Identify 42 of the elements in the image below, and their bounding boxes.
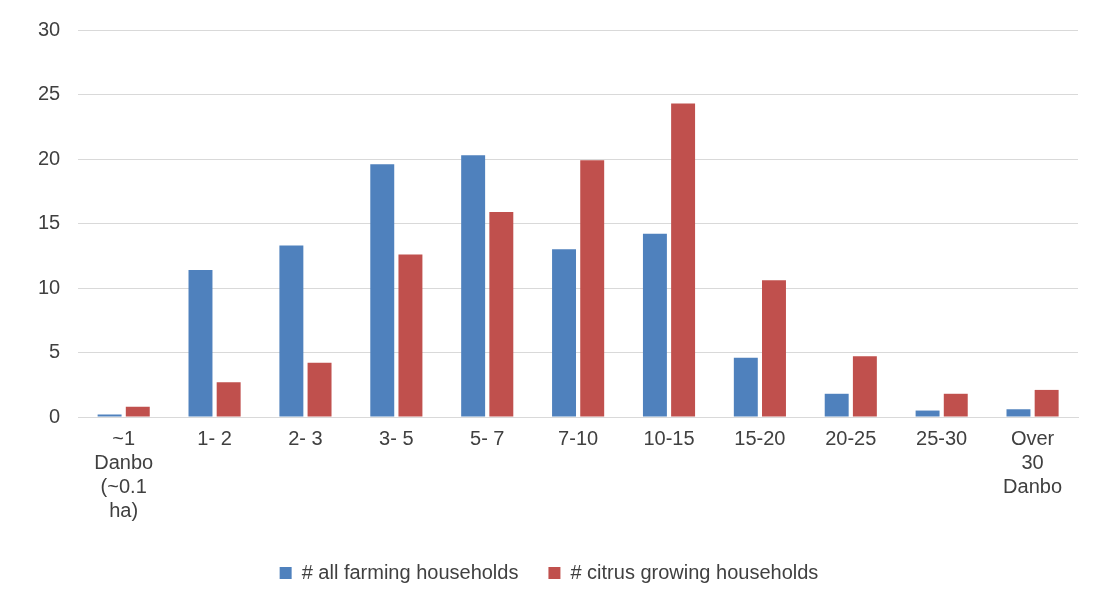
bar (671, 103, 696, 417)
y-tick-label: 25 (38, 82, 61, 105)
x-tick-label: 25-30 (916, 426, 968, 449)
legend-label: # citrus growing households (570, 560, 819, 583)
bar (1006, 409, 1031, 417)
y-tick-label: 5 (49, 340, 61, 363)
bar (370, 164, 395, 417)
bar (279, 245, 304, 417)
x-tick-label: 20-25 (825, 426, 877, 449)
bar (762, 280, 786, 417)
bar (216, 382, 241, 417)
bar (398, 254, 423, 417)
x-tick-label: 15-20 (734, 426, 786, 449)
y-tick-label: 10 (38, 275, 61, 298)
bar (824, 393, 849, 417)
x-tick-label: 7-10 (558, 426, 599, 449)
bar (943, 393, 968, 417)
bar (461, 155, 486, 417)
bar (733, 357, 758, 417)
x-tick-label: Over 30 Danbo (1003, 426, 1063, 497)
x-tick-label: 2- 3 (288, 426, 323, 449)
bar (552, 249, 577, 417)
x-tick-label: ~1 Danbo (~0.1 ha) (94, 426, 154, 521)
y-tick-label: 30 (38, 17, 61, 40)
bar (125, 406, 150, 417)
bar (580, 160, 605, 417)
y-tick-label: 20 (38, 146, 61, 169)
bar (852, 356, 877, 417)
legend-label: # all farming households (301, 560, 519, 583)
bar (188, 269, 213, 417)
x-tick-label: 5- 7 (470, 426, 505, 449)
y-tick-label: 0 (49, 404, 61, 427)
bar (642, 233, 667, 417)
x-tick-label: 1- 2 (197, 426, 232, 449)
x-tick-label: 3- 5 (379, 426, 414, 449)
bar (97, 414, 122, 417)
x-tick-label: 10-15 (643, 426, 695, 449)
y-tick-label: 15 (38, 211, 61, 234)
bar (307, 362, 332, 417)
bar (489, 211, 514, 417)
bar (915, 410, 940, 417)
bar (1034, 389, 1059, 417)
